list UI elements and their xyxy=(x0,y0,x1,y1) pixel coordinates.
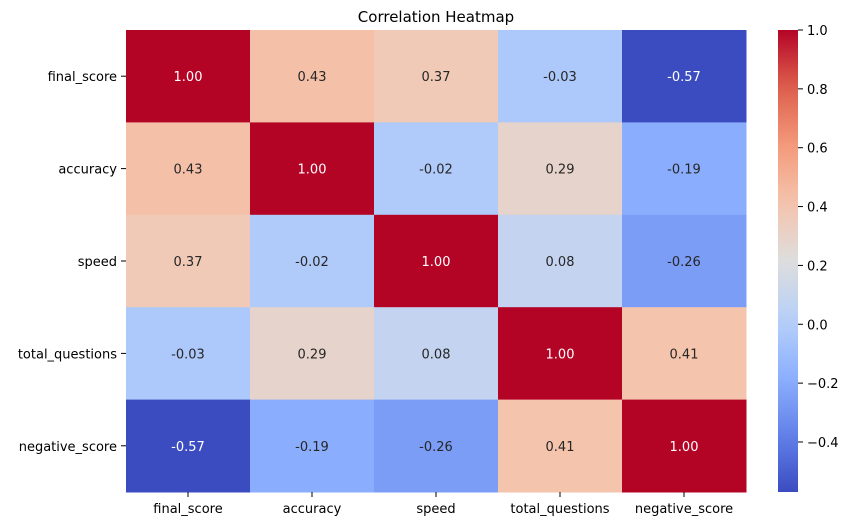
heatmap-cell-4-2 xyxy=(374,399,499,493)
cell-label-4-4: 1.00 xyxy=(670,440,699,455)
heatmap-cell-1-4 xyxy=(622,122,747,216)
cell-label-3-3: 1.00 xyxy=(546,347,575,362)
x-tick-label-2: speed xyxy=(416,502,455,517)
heatmap-cell-3-0 xyxy=(126,307,251,401)
heatmap-cell-0-0 xyxy=(126,30,251,123)
cell-label-0-1: 0.43 xyxy=(298,70,327,85)
x-tick-label-3: total_questions xyxy=(510,502,609,517)
cell-label-0-2: 0.37 xyxy=(422,70,451,85)
y-axis: final_score accuracy speed total_questionsn… xyxy=(18,70,126,455)
y-tick-label-0: final_score xyxy=(48,70,117,85)
heatmap-cell-2-0 xyxy=(126,214,251,308)
x-tick-label-1: accuracy xyxy=(283,502,342,517)
y-tick-label-4: negative_score xyxy=(19,440,117,455)
colorbar-tick-label-6: −0.2 xyxy=(807,377,839,392)
heatmap-cell-0-3 xyxy=(498,30,623,123)
y-tick-label-1: accuracy xyxy=(58,163,117,178)
heatmap-cell-1-3 xyxy=(498,122,623,216)
colorbar-tick-label-0: 1.0 xyxy=(807,24,828,39)
colorbar-tick-label-7: −0.4 xyxy=(807,436,839,451)
colorbar-tick-label-5: 0.0 xyxy=(807,318,828,333)
cell-label-4-3: 0.41 xyxy=(546,440,575,455)
colorbar-tick-label-1: 0.8 xyxy=(807,83,828,98)
cell-label-0-3: -0.03 xyxy=(543,70,577,85)
colorbar-tick-label-4: 0.2 xyxy=(807,259,828,274)
chart-title: Correlation Heatmap xyxy=(358,8,514,26)
cell-label-1-2: -0.02 xyxy=(419,163,453,178)
heatmap-cell-4-4 xyxy=(622,399,747,493)
heatmap-cells xyxy=(126,30,747,493)
x-tick-label-0: final_score xyxy=(153,502,222,517)
heatmap-cell-4-3 xyxy=(498,399,623,493)
cell-label-3-0: -0.03 xyxy=(171,347,205,362)
colorbar-tick-label-2: 0.6 xyxy=(807,142,828,157)
colorbar-gradient xyxy=(778,30,798,492)
heatmap-cell-3-3 xyxy=(498,307,623,401)
cell-label-0-0: 1.00 xyxy=(174,70,203,85)
heatmap-annotations: 1.00 0.43 0.37 -0.03 -0.57 0.43 1.00 -0.02 0.29 -… xyxy=(171,70,701,455)
cell-label-3-4: 0.41 xyxy=(670,347,699,362)
cell-label-3-2: 0.08 xyxy=(422,347,451,362)
cell-label-4-0: -0.57 xyxy=(171,440,205,455)
heatmap-cell-1-1 xyxy=(250,122,375,216)
cell-label-1-3: 0.29 xyxy=(546,163,575,178)
heatmap-cell-2-1 xyxy=(250,214,375,308)
cell-label-2-4: -0.26 xyxy=(667,255,701,270)
colorbar-tick-label-3: 0.4 xyxy=(807,201,828,216)
cell-label-2-1: -0.02 xyxy=(295,255,329,270)
cell-label-2-2: 1.00 xyxy=(422,255,451,270)
cell-label-2-0: 0.37 xyxy=(174,255,203,270)
cell-label-1-0: 0.43 xyxy=(174,163,203,178)
heatmap-cell-3-4 xyxy=(622,307,747,401)
heatmap-cell-3-2 xyxy=(374,307,499,401)
heatmap-cell-0-1 xyxy=(250,30,375,123)
heatmap-cell-2-4 xyxy=(622,214,747,308)
heatmap-cell-2-2 xyxy=(374,214,499,308)
cell-label-4-2: -0.26 xyxy=(419,440,453,455)
cell-label-3-1: 0.29 xyxy=(298,347,327,362)
heatmap-cell-1-0 xyxy=(126,122,251,216)
cell-label-0-4: -0.57 xyxy=(667,70,701,85)
y-tick-label-3: total_questions xyxy=(18,347,117,362)
x-tick-label-4: negative_score xyxy=(635,502,733,517)
heatmap-cell-0-4 xyxy=(622,30,747,123)
heatmap-cell-3-1 xyxy=(250,307,375,401)
colorbar: 1.0 0.8 0.6 0.4 0.2 0.0 −0.2 −0.4 xyxy=(778,24,839,492)
heatmap-cell-1-2 xyxy=(374,122,499,216)
heatmap-cell-4-1 xyxy=(250,399,375,493)
x-axis: final_score accuracy speed total_questions n… xyxy=(153,492,733,517)
cell-label-1-4: -0.19 xyxy=(667,163,701,178)
heatmap-cell-0-2 xyxy=(374,30,499,123)
y-tick-label-2: speed xyxy=(78,255,117,270)
heatmap-cell-2-3 xyxy=(498,214,623,308)
cell-label-1-1: 1.00 xyxy=(298,163,327,178)
cell-label-4-1: -0.19 xyxy=(295,440,329,455)
heatmap-cell-4-0 xyxy=(126,399,251,493)
cell-label-2-3: 0.08 xyxy=(546,255,575,270)
